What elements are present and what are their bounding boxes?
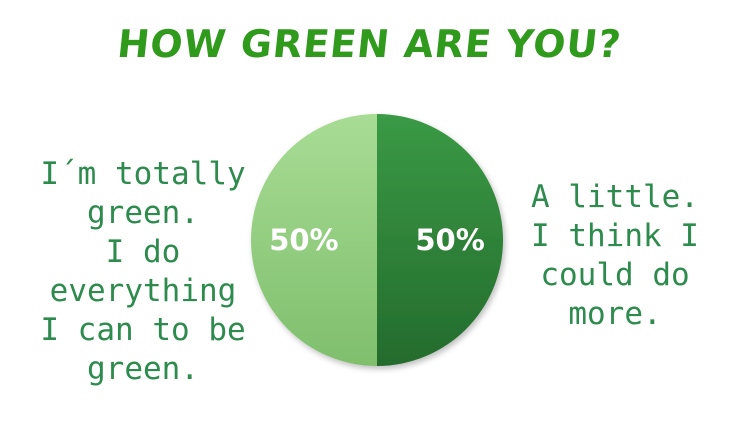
pie-slice-totally-green (251, 114, 377, 366)
slice-label-a-little: A little. I think I could do more. (531, 179, 699, 332)
pie-slice-a-little-value-label: 50% (415, 223, 484, 257)
pie-slice-totally-green-value-label: 50% (269, 223, 338, 257)
slice-label-totally-green: I´m totally green. I do everything I can… (40, 156, 246, 387)
pie-slice-a-little (377, 114, 503, 366)
